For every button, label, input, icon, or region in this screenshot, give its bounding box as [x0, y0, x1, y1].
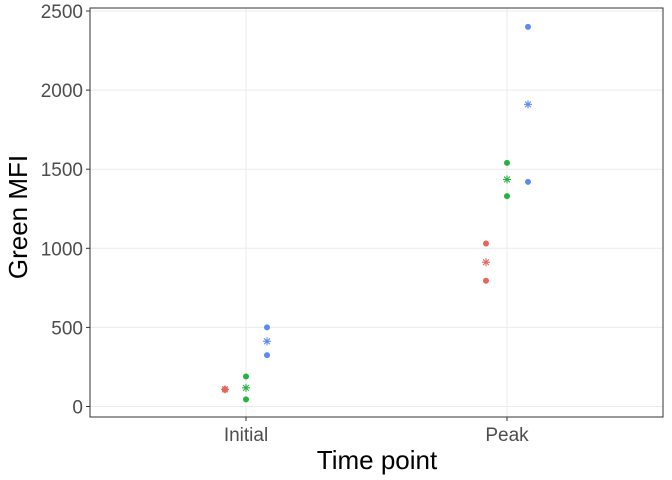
mean-marker — [524, 100, 532, 109]
y-tick-label: 1000 — [41, 239, 83, 260]
data-point — [243, 373, 249, 380]
y-tick-label: 2000 — [41, 81, 83, 102]
data-point — [483, 240, 489, 247]
mean-marker — [242, 383, 250, 392]
plot-panel — [89, 7, 664, 418]
data-point — [243, 396, 249, 403]
x-tick-label: Peak — [485, 425, 529, 446]
y-tick-label: 500 — [51, 318, 83, 339]
x-tick-label: Initial — [224, 425, 268, 446]
data-points — [221, 23, 532, 403]
data-point — [504, 159, 510, 166]
data-point — [483, 277, 489, 284]
y-tick-label: 1500 — [41, 160, 83, 181]
data-point — [525, 23, 531, 30]
mean-marker — [482, 258, 490, 267]
y-axis: 0 500 1000 1500 2000 2500 — [41, 2, 90, 419]
y-axis-title: Green MFI — [3, 155, 33, 279]
mean-marker — [503, 175, 511, 184]
data-point — [525, 178, 531, 185]
x-axis: Initial Peak — [224, 417, 529, 446]
mean-marker — [221, 385, 229, 394]
data-point — [264, 324, 270, 331]
data-point — [504, 193, 510, 200]
y-tick-label: 0 — [72, 398, 83, 419]
grid-lines — [90, 8, 663, 417]
x-axis-title: Time point — [317, 445, 438, 475]
data-point — [264, 352, 270, 359]
y-tick-label: 2500 — [41, 2, 83, 23]
mean-marker — [263, 337, 271, 346]
